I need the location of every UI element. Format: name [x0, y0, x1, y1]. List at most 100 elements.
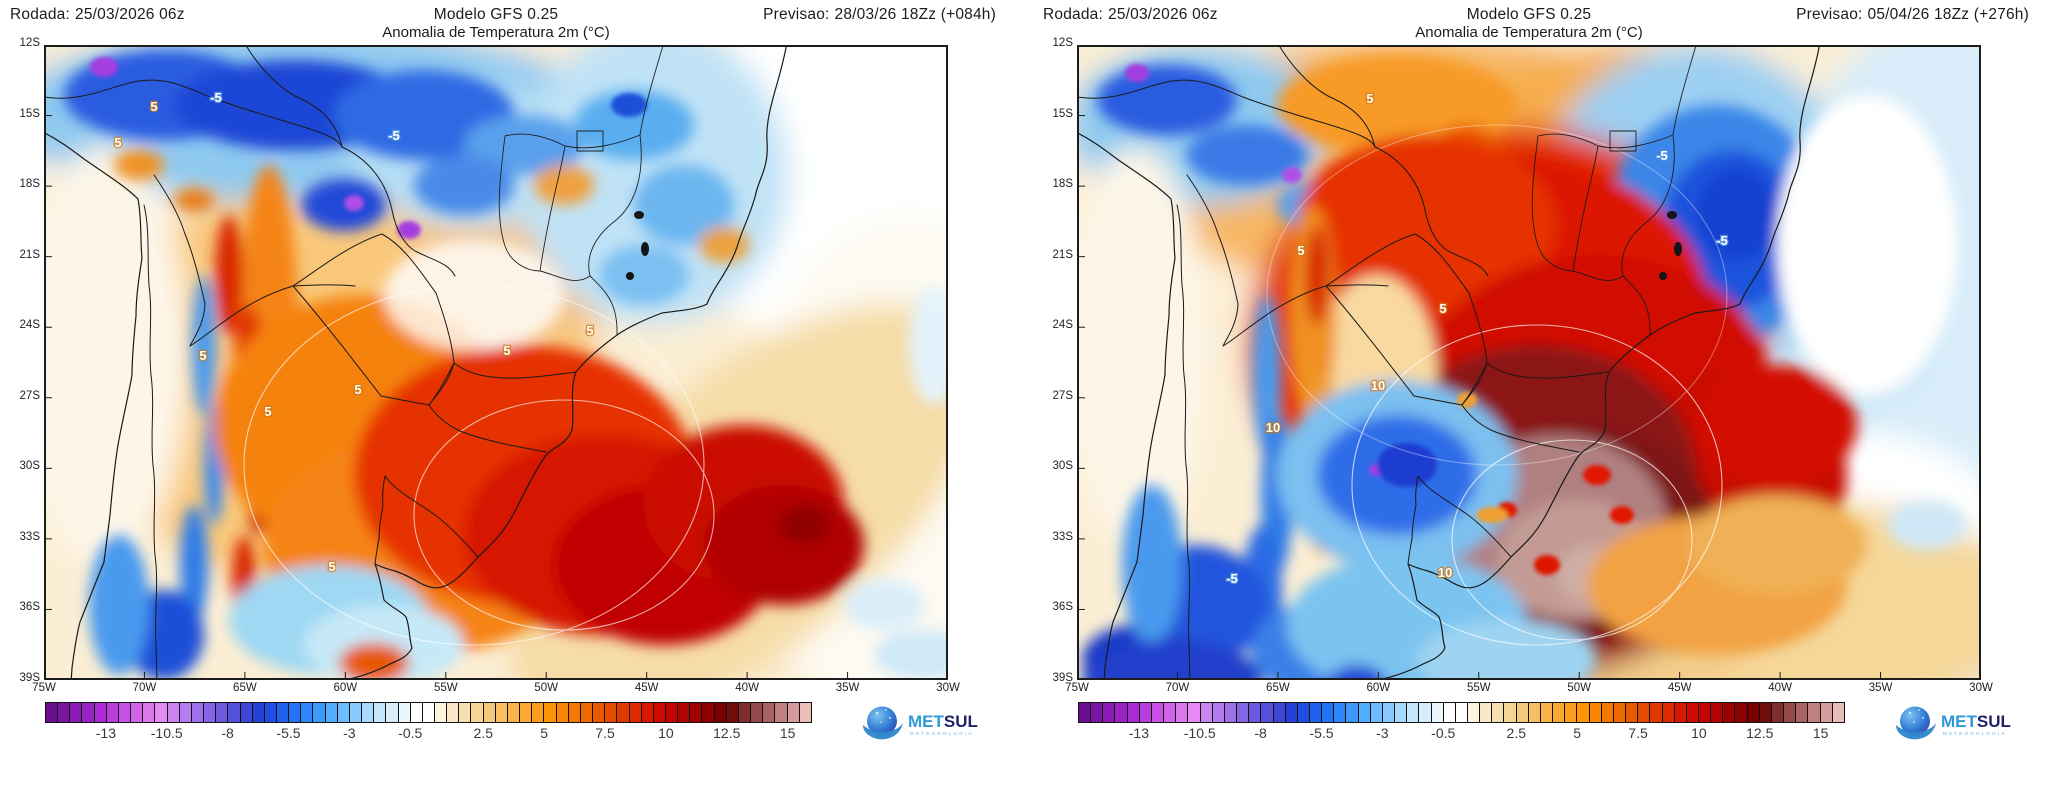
colorbar-cell: [1577, 703, 1590, 722]
colorbar-cell: [252, 703, 265, 722]
lon-axis-label: 50W: [1567, 682, 1592, 694]
colorbar-cell: [362, 703, 375, 722]
contour-label: -5: [1226, 571, 1238, 586]
colorbar-labels: -13 -10.5 -8 -5.5 -3 -0.5 2.5 5 7.5 10 12.5 15: [45, 725, 812, 743]
map-shading-spots: [1125, 64, 1634, 575]
colorbar-cell: [702, 703, 715, 722]
lat-axis-label: 33S: [1052, 530, 1073, 543]
colorbar-cell: [289, 703, 302, 722]
colorbar-cell: [167, 703, 180, 722]
colorbar-cell: [1091, 703, 1104, 722]
colorbar-cell: [1589, 703, 1602, 722]
colorbar-cell: [1698, 703, 1712, 722]
contour-label: 5: [1366, 91, 1373, 106]
lon-axis-label: 40W: [735, 682, 759, 694]
colorbar-cell: [714, 703, 727, 722]
forecast-panel-left: Rodada: 25/03/2026 06z Modelo GFS 0.25 Pr…: [0, 0, 1004, 799]
colorbar-cell: [1297, 703, 1310, 722]
colorbar-tick-label: 15: [1812, 725, 1829, 741]
colorbar-cell: [1565, 703, 1578, 722]
contour-label: -5: [1716, 233, 1728, 248]
contour-label: 10: [1266, 420, 1280, 435]
contour-label: 5: [354, 382, 361, 397]
lon-axis-label: 75W: [1065, 682, 1089, 694]
colorbar-tick-label: -0.5: [1431, 725, 1456, 741]
colorbar-cell: [1431, 703, 1444, 722]
lon-axis-label: 50W: [534, 682, 559, 694]
contour-label: 5: [150, 99, 157, 114]
colorbar-cell: [1601, 703, 1614, 722]
colorbar-cell: [1237, 703, 1250, 722]
colorbar-cell: [1309, 703, 1323, 722]
lon-axis-label: 35W: [1868, 682, 1893, 694]
colorbar-cell: [1285, 703, 1298, 722]
colorbar-cell: [1468, 703, 1481, 722]
lat-axis-label: 27S: [1052, 389, 1073, 402]
metsul-globe-icon: [867, 706, 897, 736]
colorbar-cell: [435, 703, 448, 722]
metsul-swoosh-icon: [1896, 723, 1936, 740]
colorbar-tick-label: -5.5: [1309, 725, 1334, 741]
forecast-datetime: Previsao: 05/04/26 18Zz (+276h): [1796, 6, 2029, 24]
contour-label: 5: [328, 559, 335, 574]
colorbar-cell: [1273, 703, 1286, 722]
colorbar-cell: [1200, 703, 1213, 722]
colorbar-tick-label: 2.5: [473, 725, 494, 741]
colorbar-cell: [1164, 703, 1177, 722]
colorbar-cell: [1650, 703, 1663, 722]
lat-axis-label: 24S: [19, 319, 40, 332]
colorbar-cell: [337, 703, 350, 722]
model-name: Modelo GFS 0.25: [433, 6, 559, 23]
colorbar-cell: [1103, 703, 1116, 722]
lat-axis-label: 27S: [19, 389, 40, 402]
contour-label: 5: [114, 135, 121, 150]
colorbar-tick-label: 10: [1691, 725, 1707, 741]
colorbar-cell: [1492, 703, 1505, 722]
colorbar-cell: [738, 703, 752, 722]
colorbar-cell: [179, 703, 192, 722]
lat-axis-label: 21S: [1052, 248, 1073, 261]
lat-axis-label: 21S: [19, 248, 40, 261]
map-title: Anomalia de Temperatura 2m (°C): [1415, 24, 1643, 41]
metsul-swoosh-icon: [863, 723, 903, 740]
colorbar-cell: [374, 703, 387, 722]
contour-label: 5: [1297, 243, 1304, 258]
metsul-logo: METSUL METEOROLOGIA: [1896, 706, 2011, 740]
colorbar-cell: [1176, 703, 1189, 722]
lon-axis-label: 30W: [936, 682, 960, 694]
colorbar-cell: [653, 703, 666, 722]
lon-axis-label: 30W: [1969, 682, 1993, 694]
colorbar-cell: [301, 703, 314, 722]
colorbar-tick-label: -10.5: [1183, 725, 1216, 741]
colorbar: -13 -10.5 -8 -5.5 -3 -0.5 2.5 5 7.5 10 12.5 15: [1078, 702, 1845, 743]
colorbar-cell: [1334, 703, 1347, 722]
colorbar-cell: [46, 703, 59, 722]
colorbar-cell: [1771, 703, 1785, 722]
colorbar-cell: [1382, 703, 1396, 722]
colorbar-cell: [1808, 703, 1821, 722]
colorbar-cell: [763, 703, 776, 722]
lat-axis-label: 24S: [1052, 319, 1073, 332]
metsul-logo: METSUL METEOROLOGIA: [863, 706, 978, 740]
lat-axis-label: 33S: [19, 530, 40, 543]
colorbar-cell: [276, 703, 290, 722]
colorbar-cell: [131, 703, 144, 722]
colorbar-cell: [629, 703, 642, 722]
colorbar-cell: [264, 703, 277, 722]
colorbar-cell: [410, 703, 423, 722]
lon-axis-label: 75W: [32, 682, 56, 694]
colorbar-tick-label: 12.5: [1746, 725, 1774, 741]
colorbar-tick-label: -13: [95, 725, 116, 741]
colorbar: -13 -10.5 -8 -5.5 -3 -0.5 2.5 5 7.5 10 12.5 15: [45, 702, 812, 743]
colorbar-cell: [641, 703, 654, 722]
lat-axis-label: 36S: [19, 601, 40, 614]
colorbar-cell: [690, 703, 703, 722]
colorbar-tick-label: -8: [1254, 725, 1267, 741]
contour-label: -5: [388, 128, 400, 143]
colorbar-tick-label: -0.5: [398, 725, 423, 741]
colorbar-cell: [1322, 703, 1335, 722]
colorbar-cell: [775, 703, 788, 722]
colorbar-cell: [1188, 703, 1201, 722]
map-title: Anomalia de Temperatura 2m (°C): [382, 24, 610, 41]
colorbar-cell: [605, 703, 618, 722]
